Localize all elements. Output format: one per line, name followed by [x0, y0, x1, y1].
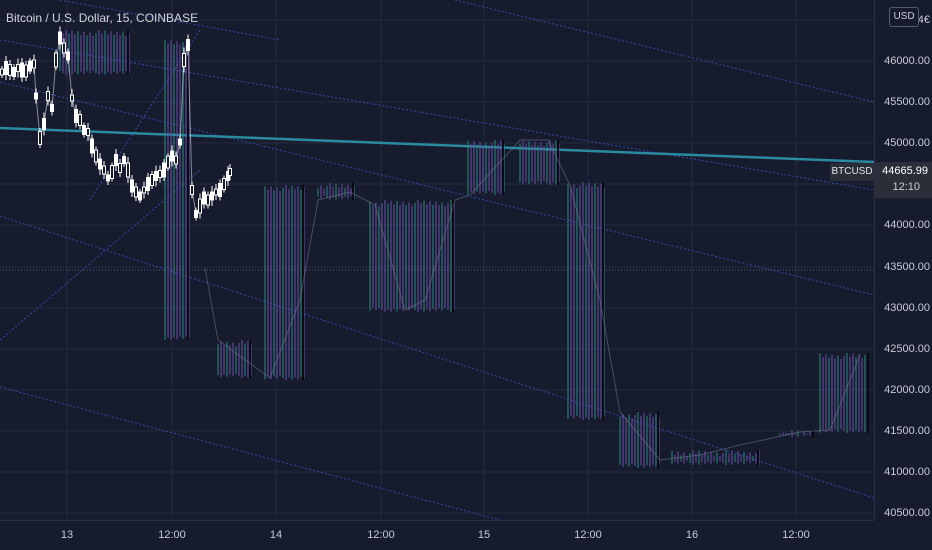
candle-body [122, 156, 126, 164]
candle-body [16, 64, 20, 72]
time-tick: 14 [269, 529, 283, 541]
price-tick: 46000.00 [884, 55, 930, 67]
candle-body [182, 53, 186, 67]
candle-body [74, 109, 78, 123]
candle-body [194, 210, 198, 218]
time-tick: 12:00 [782, 529, 810, 541]
last-price-badge: 44665.99 12:10 [875, 162, 932, 198]
candle-body [162, 162, 166, 178]
channel-line [0, 386, 501, 520]
channel-line [0, 215, 874, 499]
channel-line [0, 169, 201, 341]
regression-line [0, 126, 874, 164]
chart-plot-area[interactable] [0, 0, 874, 520]
price-tick: 41500.00 [884, 425, 930, 437]
candle-body [38, 131, 42, 145]
candle-body [166, 155, 170, 169]
candle-body [70, 94, 74, 102]
price-tick: 42500.00 [884, 343, 930, 355]
candle-body [210, 191, 214, 201]
candle-body [86, 128, 90, 136]
candle-body [20, 62, 24, 78]
time-tick: 16 [685, 529, 699, 541]
price-axis[interactable]: 4€ 46000.00 45500.00 45000.00 44000.00 4… [874, 0, 932, 520]
channel-line [0, 81, 874, 296]
candle-body [50, 104, 54, 112]
candle-body [206, 194, 210, 206]
candle-body [174, 155, 178, 165]
overlay-projection-path [204, 139, 861, 461]
candle-body [102, 165, 106, 175]
candle-body [126, 162, 130, 178]
candle-body [134, 186, 138, 198]
price-tick: 45000.00 [884, 137, 930, 149]
price-tick: 44000.00 [884, 219, 930, 231]
candle-body [8, 64, 12, 76]
symbol-label-badge: BTCUSD [830, 163, 874, 181]
price-tick: 42000.00 [884, 384, 930, 396]
candle-body [46, 91, 50, 101]
price-tick: 41000.00 [884, 466, 930, 478]
candle-body [66, 51, 70, 61]
candle-body [154, 171, 158, 181]
candle-body [32, 59, 36, 69]
symbol-title: Bitcoin / U.S. Dollar, 15, COINBASE [6, 11, 199, 25]
candle-body [98, 158, 102, 170]
candle-body [110, 165, 114, 179]
time-tick: 13 [60, 529, 74, 541]
candle-body [130, 179, 134, 193]
channel-line [0, 39, 874, 191]
candle-body [170, 150, 174, 162]
candle-body [78, 114, 82, 126]
candle-body [186, 39, 190, 51]
price-tick: 45500.00 [884, 96, 930, 108]
chart-canvas[interactable] [0, 0, 874, 520]
candle-body [34, 92, 38, 100]
candle-body [178, 138, 182, 146]
candle-body [58, 31, 62, 45]
candle-body [62, 42, 66, 54]
last-price-value: 44665.99 [882, 165, 928, 177]
candle-body [218, 183, 222, 197]
price-line [1, 36, 231, 216]
candle-body [54, 52, 58, 68]
candle-body [42, 118, 46, 130]
time-axis[interactable]: 13 12:00 14 12:00 15 12:00 16 12:00 [0, 520, 874, 550]
time-tick: 12:00 [158, 529, 186, 541]
candle-body [4, 61, 8, 75]
candle-body [118, 163, 122, 173]
bar-countdown: 12:10 [892, 181, 920, 193]
candle-body [138, 191, 142, 201]
candle-body [228, 168, 232, 176]
price-tick-top-partial: 4€ [917, 14, 930, 26]
candle-body [146, 177, 150, 191]
time-tick: 12:00 [367, 529, 395, 541]
candle-body [0, 68, 4, 76]
channel-line [454, 0, 874, 103]
candle-body [94, 149, 98, 163]
candle-body [214, 188, 218, 196]
candle-body [106, 174, 110, 182]
channel-line [59, 0, 281, 41]
time-tick: 12:00 [574, 529, 602, 541]
candle-body [142, 186, 146, 194]
price-tick: 40500.00 [884, 507, 930, 519]
currency-button[interactable]: USD [889, 7, 919, 27]
candle-body [222, 178, 226, 190]
candle-body [190, 185, 194, 195]
candle-body [202, 191, 206, 205]
candle-body [150, 174, 154, 186]
candle-body [82, 125, 86, 135]
candle-body [28, 60, 32, 72]
price-tick: 43500.00 [884, 261, 930, 273]
candle-body [90, 138, 94, 154]
time-tick: 15 [477, 529, 491, 541]
candle-body [12, 67, 16, 77]
candle-body [198, 198, 202, 214]
candle-body [114, 154, 118, 166]
candle-body [24, 64, 28, 78]
price-tick: 43000.00 [884, 302, 930, 314]
candle-body [158, 170, 162, 178]
